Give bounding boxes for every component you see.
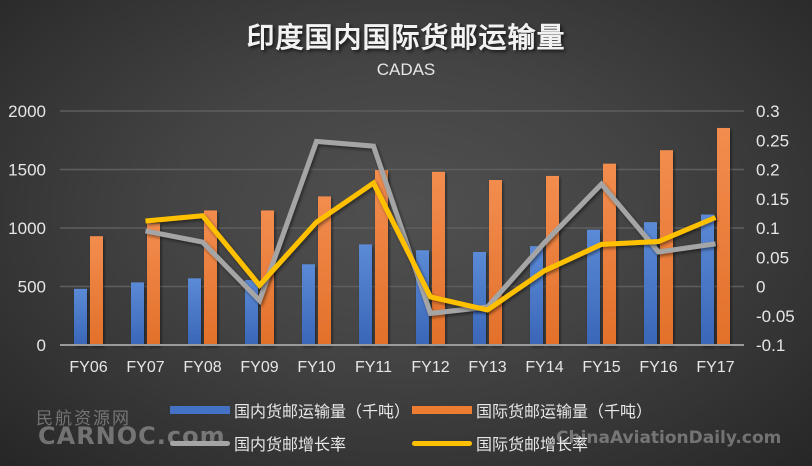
legend-domestic-growth: 国内货邮增长率 (170, 431, 346, 455)
y2-tick-label: -0.1 (756, 336, 785, 355)
x-tick-label: FY12 (411, 359, 449, 376)
left-y-axis: 0 500 1000 1500 2000 (8, 102, 46, 355)
bar-international (432, 171, 445, 345)
legend-domestic-volume: 国内货邮运输量（千吨） (170, 398, 410, 422)
legend-international-growth: 国际货邮增长率 (412, 431, 588, 455)
x-tick-label: FY17 (696, 359, 734, 376)
y2-tick-label: -0.05 (756, 307, 795, 326)
y2-tick-label: 0.25 (756, 131, 789, 150)
x-tick-label: FY07 (126, 359, 164, 376)
chart-subtitle: CADAS (376, 60, 436, 79)
bar-domestic (188, 278, 201, 345)
y-tick-label: 2000 (8, 102, 46, 121)
y2-tick-label: 0 (756, 278, 765, 297)
y-tick-label: 0 (37, 336, 46, 355)
line-domestic-growth (145, 138, 716, 317)
legend-swatch-orange (412, 406, 472, 414)
bar-domestic (530, 246, 543, 345)
line-international-growth (145, 179, 717, 313)
y2-tick-label: 0.1 (756, 219, 780, 238)
gridlines (60, 110, 744, 288)
y-tick-label: 1500 (8, 161, 46, 180)
bar-domestic (131, 282, 144, 345)
x-tick-label: FY13 (468, 359, 506, 376)
bar-international (546, 175, 559, 345)
legend-international-volume: 国际货邮运输量（千吨） (412, 398, 652, 422)
bar-international (318, 196, 331, 345)
line-series (145, 138, 717, 317)
bar-series (74, 127, 730, 345)
bar-international (147, 223, 160, 345)
y-tick-label: 500 (18, 278, 46, 297)
x-tick-label: FY11 (355, 359, 392, 376)
bar-international (660, 150, 673, 345)
bar-domestic (473, 251, 486, 345)
legend-swatch-blue (170, 406, 230, 414)
bar-international (375, 170, 388, 345)
bar-international (603, 163, 616, 345)
y-tick-label: 1000 (8, 219, 46, 238)
bar-domestic (587, 229, 600, 345)
x-tick-label: FY14 (525, 359, 563, 376)
legend-label: 国内货邮运输量（千吨） (234, 402, 411, 421)
bar-domestic (359, 244, 372, 345)
combo-chart: 0 500 1000 1500 2000 -0.1 -0.05 0 0.05 0.1 0.15 0.… (8, 102, 795, 376)
legend-swatch-gray (170, 440, 230, 446)
y2-tick-label: 0.3 (756, 102, 780, 121)
chart-title: 印度国内国际货邮运输量 (246, 21, 566, 54)
bar-domestic (644, 222, 657, 345)
x-tick-label: FY06 (69, 359, 107, 376)
x-tick-label: FY08 (183, 359, 221, 376)
bar-international (90, 236, 103, 345)
x-tick-label: FY09 (240, 359, 278, 376)
x-tick-label: FY10 (297, 359, 335, 376)
legend-swatch-yellow (412, 440, 472, 446)
y2-tick-label: 0.15 (756, 190, 789, 209)
bar-domestic (701, 214, 714, 345)
y2-tick-label: 0.05 (756, 248, 789, 267)
legend-label: 国内货邮增长率 (234, 435, 347, 454)
legend-label: 国际货邮运输量（千吨） (476, 402, 653, 421)
x-tick-label: FY15 (582, 359, 620, 376)
y2-tick-label: 0.2 (756, 161, 780, 180)
right-y-axis: -0.1 -0.05 0 0.05 0.1 0.15 0.2 0.25 0.3 (756, 102, 795, 355)
x-tick-label: FY16 (639, 359, 677, 376)
x-axis: FY06 FY07 FY08 FY09 FY10 FY11 FY12 FY13 FY14 FY15… (69, 359, 734, 376)
bar-international (717, 127, 730, 345)
watermark-carnoc-cn: 民航资源网 (36, 409, 131, 429)
bar-domestic (74, 288, 87, 345)
bar-international (489, 180, 502, 345)
watermark-chinaaviationdaily: ChinaAviationDaily.com (556, 428, 782, 448)
bar-domestic (302, 264, 315, 345)
legend-label: 国际货邮增长率 (476, 435, 589, 454)
